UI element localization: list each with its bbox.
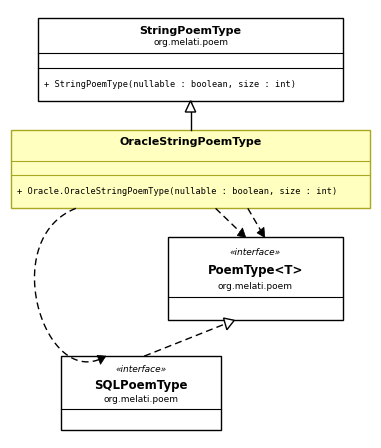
Text: «interface»: «interface» xyxy=(115,365,166,374)
Polygon shape xyxy=(185,101,196,112)
Polygon shape xyxy=(257,227,265,237)
Bar xyxy=(61,356,221,430)
Bar xyxy=(38,18,343,101)
Bar xyxy=(168,237,343,320)
Text: + StringPoemType(nullable : boolean, size : int): + StringPoemType(nullable : boolean, siz… xyxy=(44,80,296,89)
Text: OracleStringPoemType: OracleStringPoemType xyxy=(119,137,262,147)
Bar xyxy=(11,130,370,208)
Polygon shape xyxy=(97,355,106,364)
Text: org.melati.poem: org.melati.poem xyxy=(218,282,293,291)
Text: PoemType<T>: PoemType<T> xyxy=(208,264,303,277)
Text: org.melati.poem: org.melati.poem xyxy=(153,39,228,47)
Text: + Oracle.OracleStringPoemType(nullable : boolean, size : int): + Oracle.OracleStringPoemType(nullable :… xyxy=(17,187,338,196)
Text: org.melati.poem: org.melati.poem xyxy=(104,395,178,404)
Polygon shape xyxy=(224,318,234,330)
Text: StringPoemType: StringPoemType xyxy=(139,26,242,36)
Text: SQLPoemType: SQLPoemType xyxy=(94,379,188,392)
Polygon shape xyxy=(237,228,246,237)
Text: «interface»: «interface» xyxy=(230,248,281,257)
